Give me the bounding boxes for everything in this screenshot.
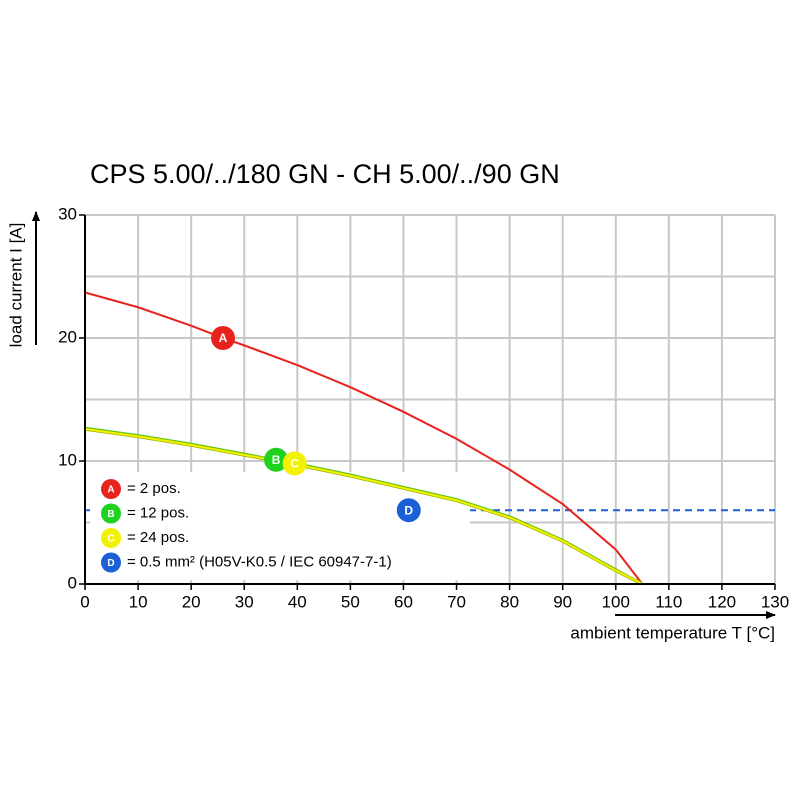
line — [84, 428, 643, 585]
x-tick-label: 90 — [553, 592, 572, 611]
y-tick-label: 0 — [68, 573, 77, 592]
y-tick-label: 20 — [58, 327, 77, 346]
x-tick-label: 0 — [80, 592, 89, 611]
legend-marker-label: B — [107, 509, 114, 520]
x-tick-label: 120 — [708, 592, 736, 611]
x-tick-label: 60 — [394, 592, 413, 611]
x-tick-label: 100 — [602, 592, 630, 611]
curve-marker-label: D — [404, 503, 413, 517]
x-tick-label: 130 — [761, 592, 789, 611]
x-tick-label: 70 — [447, 592, 466, 611]
legend-marker-label: C — [107, 534, 114, 545]
legend-label: = 0.5 mm² (H05V-K0.5 / IEC 60947-7-1) — [127, 553, 392, 570]
curve-marker-label: B — [272, 453, 281, 467]
y-tick-label: 10 — [58, 450, 77, 469]
legend-label: = 12 pos. — [127, 504, 189, 521]
x-axis-label: ambient temperature T [°C] — [570, 623, 775, 642]
x-tick-label: 40 — [288, 592, 307, 611]
legend-marker — [101, 503, 121, 524]
curve-marker — [211, 326, 235, 350]
chart-title: CPS 5.00/../180 GN - CH 5.00/../90 GN — [90, 159, 560, 189]
x-tick-label: 20 — [182, 592, 201, 611]
x-tick-label: 110 — [655, 592, 682, 611]
curve-marker — [396, 498, 421, 523]
curve-marker-label: C — [290, 457, 299, 471]
legend-marker — [101, 479, 121, 499]
x-tick-label: 50 — [341, 592, 360, 611]
legend-label: = 2 pos. — [127, 480, 181, 497]
line — [84, 291, 644, 585]
y-axis-label: load current I [A] — [6, 223, 25, 348]
curve-marker-label: A — [219, 331, 228, 345]
y-tick-label: 30 — [58, 204, 77, 223]
legend-marker — [101, 552, 121, 573]
curve-marker — [282, 451, 307, 476]
x-tick-label: 80 — [500, 592, 519, 611]
legend-marker — [101, 528, 121, 548]
curve-marker — [264, 447, 289, 472]
legend-label: = 24 pos. — [127, 529, 189, 546]
legend-marker-label: A — [107, 485, 114, 496]
x-tick-label: 10 — [129, 592, 148, 611]
x-tick-label: 30 — [235, 592, 254, 611]
legend-marker-label: D — [107, 558, 114, 569]
